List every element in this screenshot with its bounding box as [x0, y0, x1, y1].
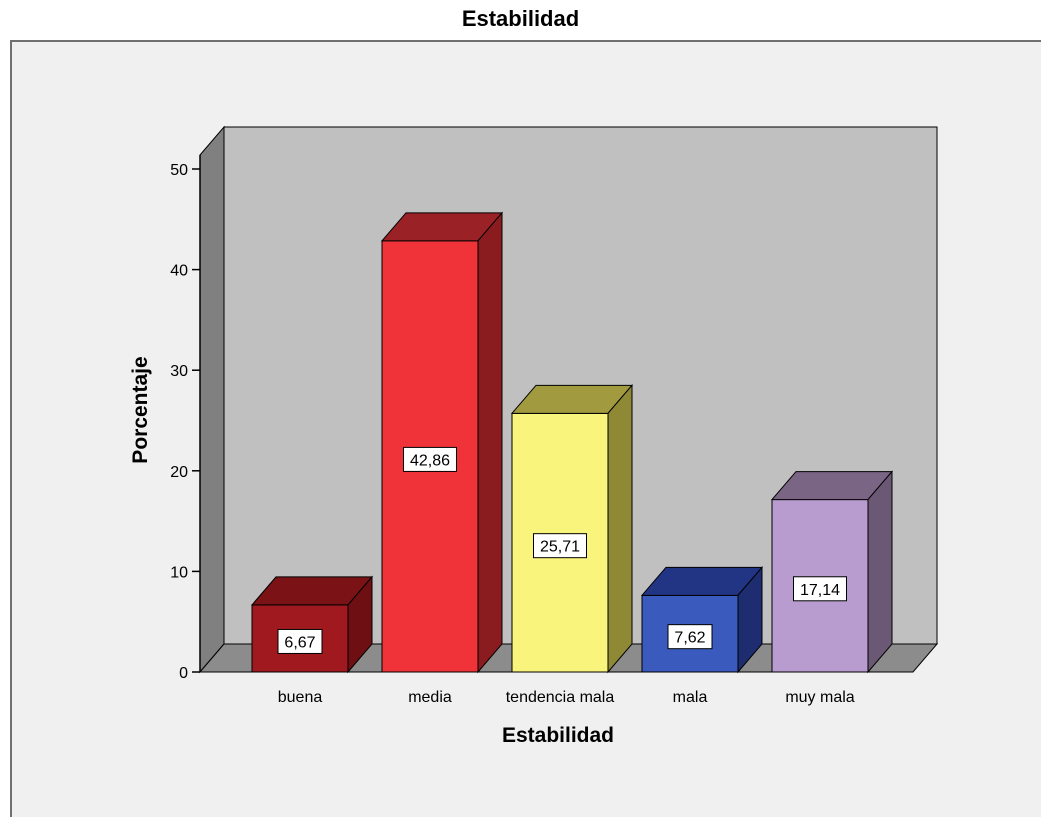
- x-tick-label: mala: [673, 689, 708, 706]
- x-tick-label: buena: [278, 689, 323, 706]
- data-label-box: [403, 446, 457, 472]
- data-label: 6,67: [284, 634, 315, 651]
- y-tick-label: 0: [179, 665, 188, 682]
- data-label-box: [277, 628, 323, 654]
- y-tick-label: 40: [170, 263, 188, 280]
- bar-side: [737, 565, 763, 674]
- data-label-box: [533, 533, 587, 559]
- data-label: 25,71: [540, 539, 580, 556]
- bar-side: [607, 384, 633, 674]
- x-axis-label: Estabilidad: [502, 724, 614, 747]
- data-label-box: [793, 576, 847, 602]
- y-tick-label: 30: [170, 363, 188, 380]
- y-axis-label: Porcentaje: [129, 356, 152, 463]
- data-label: 7,62: [674, 630, 705, 647]
- y-tick-label: 20: [170, 464, 188, 481]
- x-tick-label: muy mala: [785, 689, 854, 706]
- chart-title: Estabilidad: [461, 6, 580, 31]
- bar-side: [347, 575, 373, 674]
- data-label: 17,14: [800, 582, 840, 599]
- x-tick-label: media: [408, 689, 452, 706]
- bar-side: [477, 211, 503, 674]
- left-wall: [199, 125, 225, 674]
- data-label: 42,86: [410, 452, 450, 469]
- y-tick-label: 50: [170, 162, 188, 179]
- bar-side: [867, 470, 893, 674]
- y-tick-label: 10: [170, 564, 188, 581]
- x-tick-label: tendencia mala: [506, 689, 615, 706]
- data-label-box: [667, 624, 713, 650]
